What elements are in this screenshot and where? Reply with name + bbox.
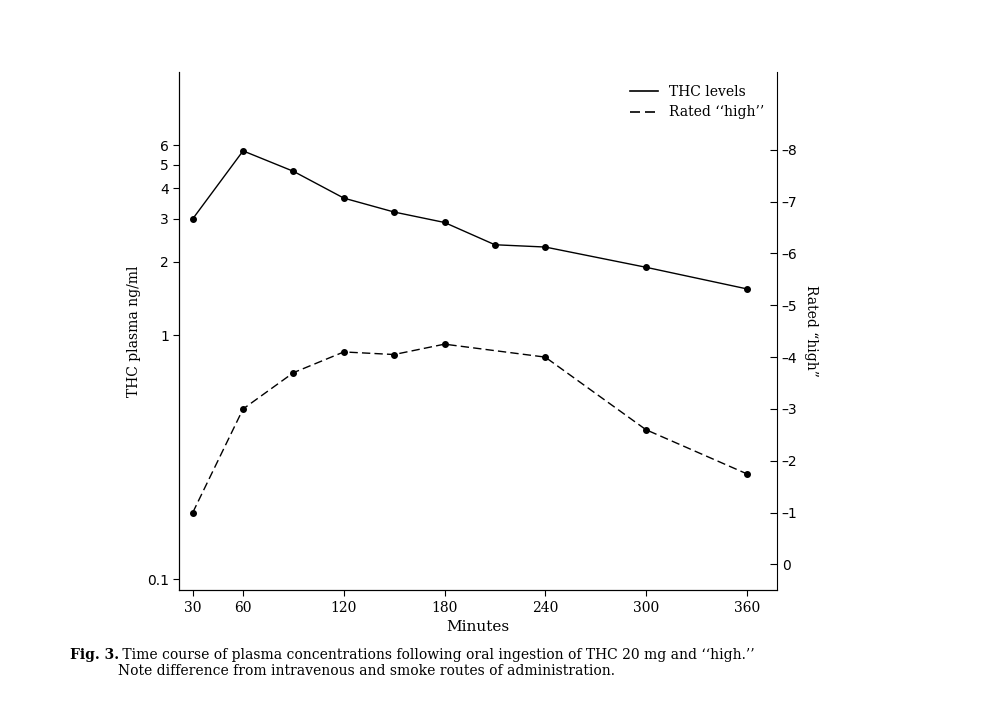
- THC levels: [741, 284, 753, 293]
- Rated ‘‘high’’: [338, 348, 350, 356]
- THC levels: [438, 218, 450, 227]
- Rated ‘‘high’’: [388, 350, 400, 359]
- Text: Time course of plasma concentrations following oral ingestion of THC 20 mg and ‘: Time course of plasma concentrations fol…: [118, 648, 754, 678]
- Line: Rated ‘‘high’’: Rated ‘‘high’’: [190, 341, 749, 516]
- Rated ‘‘high’’: [741, 469, 753, 478]
- THC levels: [338, 194, 350, 202]
- Rated ‘‘high’’: [640, 426, 652, 434]
- THC levels: [640, 263, 652, 271]
- Legend: THC levels, Rated ‘‘high’’: THC levels, Rated ‘‘high’’: [624, 79, 770, 125]
- Y-axis label: Rated “high”: Rated “high”: [805, 285, 819, 377]
- Rated ‘‘high’’: [539, 353, 551, 361]
- THC levels: [388, 208, 400, 217]
- THC levels: [539, 243, 551, 251]
- Rated ‘‘high’’: [438, 340, 450, 348]
- Rated ‘‘high’’: [237, 405, 249, 413]
- Rated ‘‘high’’: [186, 508, 198, 517]
- Y-axis label: THC plasma ng/ml: THC plasma ng/ml: [127, 266, 141, 397]
- THC levels: [186, 215, 198, 223]
- THC levels: [237, 147, 249, 156]
- Line: THC levels: THC levels: [190, 148, 749, 292]
- THC levels: [288, 167, 300, 176]
- THC levels: [489, 240, 501, 249]
- X-axis label: Minutes: Minutes: [446, 621, 510, 634]
- Rated ‘‘high’’: [288, 369, 300, 377]
- Text: Fig. 3.: Fig. 3.: [70, 648, 119, 662]
